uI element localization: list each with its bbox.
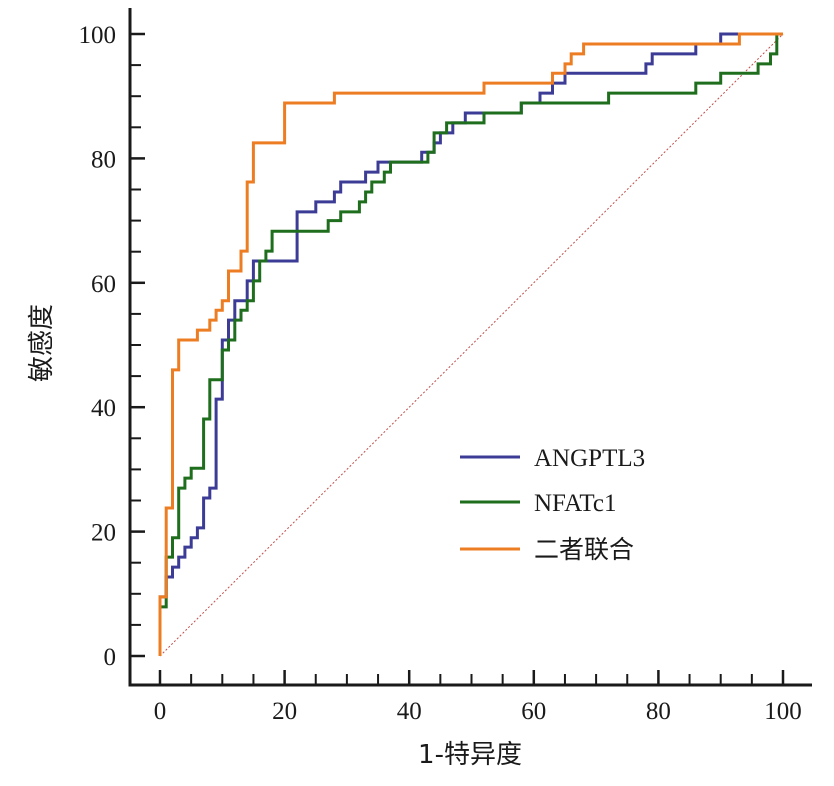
roc-curve-1 <box>158 32 783 656</box>
y-tick-label: 100 <box>79 22 117 49</box>
roc-curve-2 <box>158 32 783 656</box>
legend-label: NFATc1 <box>534 490 617 517</box>
x-tick-label: 60 <box>521 698 546 725</box>
legend-label: ANGPTL3 <box>534 445 645 472</box>
legend-label: 二者联合 <box>534 535 634 564</box>
y-tick-label: 0 <box>104 644 117 671</box>
y-tick-label: 40 <box>91 395 116 422</box>
legend: ANGPTL3 NFATc1 二者联合 <box>460 445 645 564</box>
x-tick-label: 80 <box>646 698 671 725</box>
x-tick-label: 0 <box>154 698 167 725</box>
y-tick-label: 60 <box>91 271 116 298</box>
x-tick-label: 100 <box>764 698 802 725</box>
roc-curve-3 <box>158 32 783 656</box>
y-tick-label: 20 <box>91 520 116 547</box>
y-axis-title: 敏感度 <box>27 304 57 382</box>
y-tick-label: 80 <box>91 146 116 173</box>
reference-diagonal-line <box>159 33 784 657</box>
x-axis-title: 1-特异度 <box>418 740 522 770</box>
x-tick-label: 20 <box>272 698 297 725</box>
x-tick-label: 40 <box>397 698 422 725</box>
